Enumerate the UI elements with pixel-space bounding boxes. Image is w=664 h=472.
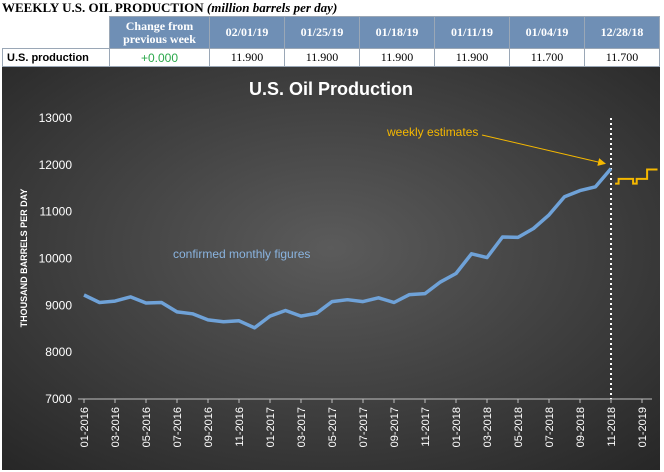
x-tick-label: 11-2017 bbox=[420, 407, 432, 447]
x-tick-label: 01-2017 bbox=[265, 407, 277, 447]
value-cell-5: 11.700 bbox=[509, 48, 585, 67]
oil-production-chart: U.S. Oil Production THOUSAND BARRELS PER… bbox=[2, 67, 660, 470]
x-tick-label: 07-2017 bbox=[358, 407, 370, 447]
weekly-estimates-label: weekly estimates bbox=[386, 125, 478, 139]
y-tick-label: 10000 bbox=[39, 252, 73, 266]
y-tick-label: 12000 bbox=[39, 158, 73, 172]
monthly-figures-label: confirmed monthly figures bbox=[173, 247, 310, 261]
subtitle-text: (million barrels per day) bbox=[206, 0, 338, 15]
x-tick-label: 07-2016 bbox=[172, 407, 184, 447]
header-date-3: 01/18/19 bbox=[359, 16, 435, 49]
x-tick-label: 09-2017 bbox=[389, 407, 401, 447]
header-date-2: 01/25/19 bbox=[284, 16, 360, 49]
change-value: +0.000 bbox=[109, 48, 210, 67]
header-blank-cell bbox=[2, 16, 110, 49]
chart-svg: U.S. Oil Production THOUSAND BARRELS PER… bbox=[2, 67, 660, 470]
header-date-5: 01/04/19 bbox=[509, 16, 585, 49]
y-tick-label: 11000 bbox=[40, 205, 73, 219]
value-cell-6: 11.700 bbox=[584, 48, 660, 67]
y-tick-label: 8000 bbox=[45, 345, 72, 359]
x-tick-label: 01-2019 bbox=[637, 407, 649, 447]
value-cell-2: 11.900 bbox=[284, 48, 360, 67]
y-axis-ticks: 7000 8000 9000 10000 11000 12000 13000 bbox=[39, 111, 73, 406]
weekly-annotation-arrow bbox=[481, 134, 606, 166]
monthly-series-line bbox=[83, 167, 613, 330]
y-tick-label: 7000 bbox=[45, 392, 72, 406]
chart-background bbox=[2, 67, 660, 470]
y-axis-label: THOUSAND BARRELS PER DAY bbox=[19, 189, 29, 328]
x-tick-label: 07-2018 bbox=[544, 407, 556, 447]
x-tick-label: 01-2016 bbox=[79, 407, 91, 447]
value-cell-3: 11.900 bbox=[359, 48, 435, 67]
x-tick-label: 03-2017 bbox=[296, 407, 308, 447]
x-tick-label: 11-2016 bbox=[234, 407, 246, 447]
x-tick-label: 05-2016 bbox=[141, 407, 153, 447]
change-header-line1: Change from bbox=[125, 18, 194, 33]
header-date-6: 12/28/18 bbox=[584, 16, 660, 49]
x-axis-ticks: 01-2016 03-2016 05-2016 07-2016 09-2016 11-20… bbox=[79, 399, 649, 447]
header-date-1: 02/01/19 bbox=[209, 16, 285, 49]
table-header-row: Change from previous week 02/01/19 01/25/… bbox=[2, 16, 660, 49]
weekly-series-line bbox=[615, 168, 658, 185]
title-text: WEEKLY U.S. OIL PRODUCTION bbox=[2, 0, 204, 15]
x-tick-label: 03-2016 bbox=[110, 407, 122, 447]
change-header-line2: previous week bbox=[123, 31, 196, 46]
page-title: WEEKLY U.S. OIL PRODUCTION (million barr… bbox=[2, 0, 337, 16]
x-tick-label: 05-2017 bbox=[327, 407, 339, 447]
header-change: Change from previous week bbox=[109, 16, 210, 49]
x-tick-label: 05-2018 bbox=[513, 407, 525, 447]
x-tick-label: 09-2018 bbox=[575, 407, 587, 447]
header-date-4: 01/11/19 bbox=[434, 16, 510, 49]
row-label: U.S. production bbox=[2, 48, 110, 67]
value-cell-4: 11.900 bbox=[434, 48, 510, 67]
y-tick-label: 13000 bbox=[39, 111, 73, 125]
x-tick-label: 09-2016 bbox=[203, 407, 215, 447]
chart-title: U.S. Oil Production bbox=[249, 79, 413, 99]
table-row: U.S. production +0.000 11.900 11.900 11.… bbox=[2, 48, 660, 67]
x-tick-label: 03-2018 bbox=[482, 407, 494, 447]
y-tick-label: 9000 bbox=[45, 298, 72, 312]
production-table: Change from previous week 02/01/19 01/25/… bbox=[2, 16, 660, 67]
value-cell-1: 11.900 bbox=[209, 48, 285, 67]
x-tick-label: 01-2018 bbox=[451, 407, 463, 447]
x-tick-label: 11-2018 bbox=[606, 407, 618, 447]
